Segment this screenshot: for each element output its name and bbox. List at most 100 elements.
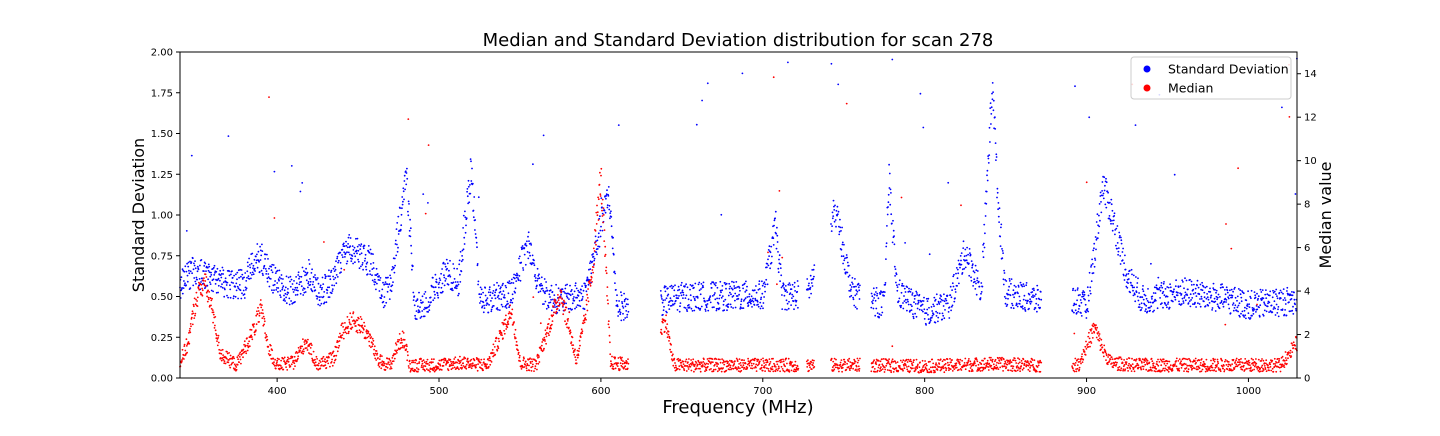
median-point bbox=[211, 297, 214, 300]
median-point bbox=[487, 358, 489, 360]
std-point bbox=[991, 82, 994, 84]
std-point bbox=[1240, 312, 1242, 315]
std-point bbox=[1091, 263, 1094, 265]
median-point bbox=[847, 360, 850, 362]
std-point bbox=[212, 278, 215, 281]
std-point bbox=[532, 163, 534, 166]
std-point bbox=[309, 280, 312, 283]
std-point bbox=[260, 254, 263, 257]
std-point bbox=[580, 288, 582, 291]
std-point bbox=[518, 275, 521, 277]
median-point bbox=[220, 352, 223, 355]
std-point bbox=[1100, 211, 1103, 214]
std-point bbox=[383, 296, 386, 298]
median-point bbox=[356, 329, 358, 332]
median-point bbox=[305, 347, 308, 349]
std-point bbox=[313, 276, 315, 278]
std-point bbox=[426, 306, 429, 309]
std-point bbox=[622, 312, 624, 315]
std-point bbox=[1150, 305, 1153, 308]
std-point bbox=[1022, 307, 1024, 310]
std-point bbox=[326, 289, 329, 292]
std-point bbox=[546, 289, 549, 292]
std-point bbox=[972, 270, 975, 273]
std-point bbox=[456, 281, 459, 283]
std-point bbox=[1292, 305, 1294, 308]
std-point bbox=[344, 256, 346, 258]
median-point bbox=[621, 356, 623, 359]
std-point bbox=[265, 270, 268, 272]
median-point bbox=[303, 343, 306, 346]
std-point bbox=[548, 301, 550, 304]
median-point bbox=[563, 299, 565, 302]
std-point bbox=[852, 296, 854, 299]
std-point bbox=[1231, 296, 1233, 299]
std-point bbox=[763, 285, 766, 288]
std-point bbox=[1196, 284, 1198, 287]
std-point bbox=[917, 299, 920, 302]
median-point bbox=[879, 367, 882, 370]
median-point bbox=[488, 356, 491, 358]
median-point bbox=[374, 357, 377, 360]
median-point bbox=[574, 348, 576, 351]
median-point bbox=[205, 276, 208, 278]
median-point bbox=[474, 364, 476, 366]
median-point bbox=[183, 343, 186, 346]
std-point bbox=[259, 259, 262, 261]
median-point bbox=[949, 368, 952, 370]
std-point bbox=[434, 293, 436, 296]
median-point bbox=[734, 360, 736, 362]
median-point bbox=[184, 349, 187, 352]
std-point bbox=[1075, 303, 1077, 306]
std-point bbox=[260, 269, 263, 272]
std-point bbox=[1261, 298, 1263, 301]
std-point bbox=[259, 245, 261, 248]
std-point bbox=[571, 302, 574, 305]
std-point bbox=[461, 255, 463, 257]
median-point bbox=[266, 338, 269, 341]
std-point bbox=[1131, 286, 1134, 289]
median-point bbox=[903, 364, 905, 367]
std-point bbox=[1141, 296, 1144, 299]
median-point bbox=[968, 358, 970, 360]
std-point bbox=[963, 255, 966, 258]
std-point bbox=[912, 317, 915, 320]
median-point bbox=[378, 365, 381, 368]
median-point bbox=[447, 361, 450, 364]
std-point bbox=[668, 308, 671, 310]
std-point bbox=[352, 262, 354, 265]
median-point bbox=[293, 360, 295, 362]
std-point bbox=[496, 296, 499, 298]
std-point bbox=[469, 192, 472, 195]
std-point bbox=[937, 316, 940, 319]
std-point bbox=[212, 266, 215, 269]
median-point bbox=[538, 356, 540, 358]
std-point bbox=[233, 274, 236, 277]
std-point bbox=[471, 182, 474, 185]
std-point bbox=[1271, 296, 1274, 299]
std-point bbox=[1181, 297, 1184, 300]
std-point bbox=[193, 262, 195, 265]
std-point bbox=[493, 284, 495, 286]
median-point bbox=[243, 350, 246, 353]
std-point bbox=[1018, 295, 1021, 298]
median-point bbox=[951, 370, 954, 372]
std-point bbox=[445, 258, 448, 261]
std-point bbox=[549, 301, 552, 304]
std-point bbox=[1023, 285, 1025, 288]
median-point bbox=[381, 360, 384, 363]
median-point bbox=[771, 365, 774, 368]
std-point bbox=[333, 278, 335, 281]
median-point bbox=[599, 171, 601, 174]
median-point bbox=[489, 359, 492, 362]
median-point bbox=[834, 366, 837, 369]
std-point bbox=[510, 299, 513, 302]
std-point bbox=[222, 269, 225, 272]
median-point bbox=[887, 362, 890, 364]
std-point bbox=[192, 268, 195, 271]
median-point bbox=[623, 366, 625, 369]
median-point bbox=[766, 359, 769, 362]
std-point bbox=[624, 305, 627, 308]
median-point bbox=[404, 344, 406, 347]
std-point bbox=[697, 283, 700, 286]
